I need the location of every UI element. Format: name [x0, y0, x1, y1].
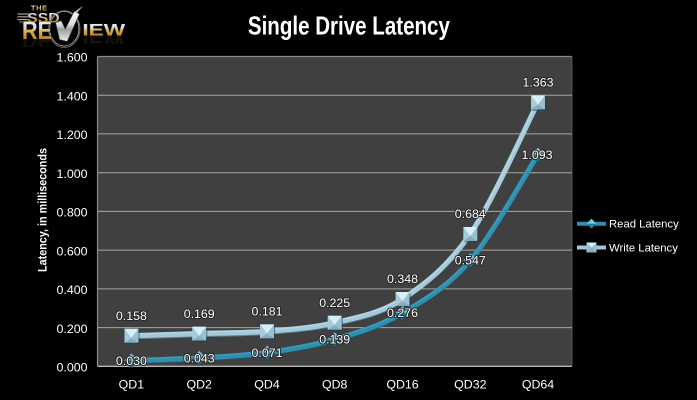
svg-text:QD64: QD64 — [522, 377, 554, 391]
svg-text:SSD: SSD — [27, 10, 60, 25]
svg-text:1.600: 1.600 — [56, 51, 87, 65]
svg-text:1.200: 1.200 — [56, 128, 87, 142]
svg-text:RE: RE — [22, 17, 52, 45]
svg-text:0.684: 0.684 — [455, 207, 486, 221]
svg-text:1.400: 1.400 — [56, 89, 87, 103]
svg-text:0.181: 0.181 — [251, 305, 282, 319]
svg-text:0.200: 0.200 — [56, 322, 87, 336]
svg-text:QD8: QD8 — [322, 377, 348, 391]
svg-text:Write Latency: Write Latency — [609, 242, 678, 254]
svg-text:0.158: 0.158 — [116, 309, 147, 323]
svg-text:QD2: QD2 — [186, 377, 212, 391]
svg-text:0.276: 0.276 — [387, 306, 418, 320]
svg-text:0.600: 0.600 — [56, 244, 87, 258]
svg-text:IEW: IEW — [82, 21, 126, 40]
svg-text:0.000: 0.000 — [56, 361, 87, 375]
svg-text:0.139: 0.139 — [319, 333, 350, 347]
svg-text:1.093: 1.093 — [521, 148, 552, 162]
svg-text:0.348: 0.348 — [387, 272, 418, 286]
svg-text:Single Drive Latency: Single Drive Latency — [248, 10, 450, 40]
svg-text:QD32: QD32 — [454, 377, 486, 391]
svg-text:IEW: IEW — [82, 32, 126, 51]
svg-text:THE: THE — [31, 3, 48, 12]
svg-text:1.000: 1.000 — [56, 167, 87, 181]
svg-text:QD4: QD4 — [254, 377, 280, 391]
svg-text:0.400: 0.400 — [56, 283, 87, 297]
svg-text:RE: RE — [22, 33, 52, 61]
svg-text:1.363: 1.363 — [522, 76, 553, 90]
svg-text:0.043: 0.043 — [184, 351, 215, 365]
svg-text:0.225: 0.225 — [319, 296, 350, 310]
svg-text:QD1: QD1 — [119, 377, 145, 391]
svg-text:0.800: 0.800 — [56, 206, 87, 220]
svg-text:0.169: 0.169 — [184, 307, 215, 321]
svg-text:QD16: QD16 — [386, 377, 418, 391]
svg-text:0.071: 0.071 — [251, 346, 282, 360]
svg-text:0.030: 0.030 — [116, 354, 147, 368]
svg-text:0.547: 0.547 — [455, 254, 486, 268]
svg-text:Read Latency: Read Latency — [609, 219, 679, 231]
svg-text:Latency, in milliseconds: Latency, in milliseconds — [35, 148, 49, 272]
